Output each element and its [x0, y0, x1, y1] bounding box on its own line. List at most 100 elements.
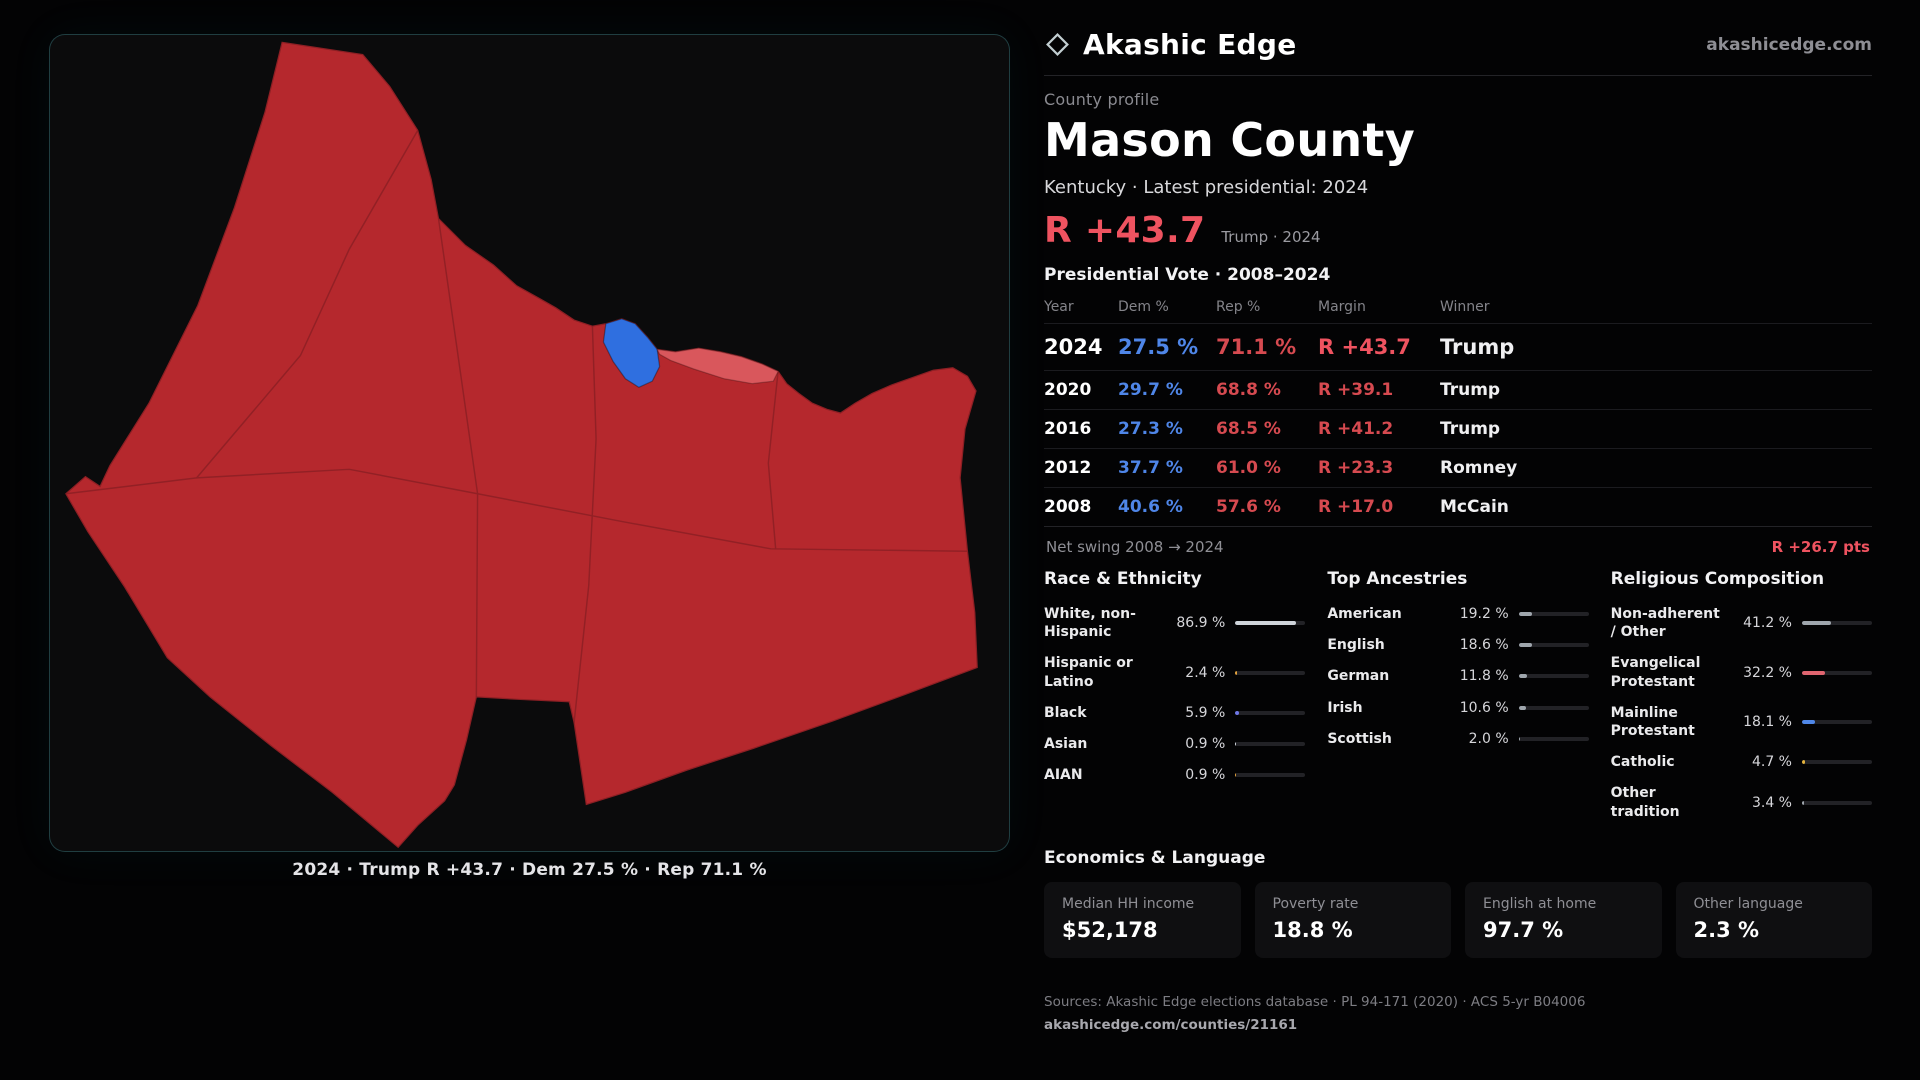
vote-cell-dem: 27.5 % — [1118, 335, 1199, 359]
vote-cell-year: 2024 — [1044, 335, 1103, 359]
demo-stat-row: American 19.2 % — [1327, 605, 1589, 623]
demo-stat-row: English 18.6 % — [1327, 636, 1589, 654]
demo-stat-label: American — [1327, 606, 1402, 622]
econ-stat-0: Median HH income $52,178 — [1044, 881, 1241, 958]
brand-domain-link[interactable]: akashicedge.com — [1706, 34, 1872, 55]
vote-table-title: Presidential Vote · 2008–2024 — [1044, 265, 1331, 285]
econ-stat-value: 2.3 % — [1693, 917, 1760, 942]
brand: Akashic Edge — [1044, 28, 1297, 61]
rep-lean-precinct[interactable] — [656, 347, 779, 385]
econ-stat-value: 18.8 % — [1272, 917, 1353, 942]
demo-col-title: Race & Ethnicity — [1044, 569, 1202, 589]
demo-stat-label: Evangelical Protestant — [1610, 655, 1701, 690]
econ-grid: Median HH income $52,178 Poverty rate 18.8 … — [1044, 881, 1872, 958]
demo-stat-bar-fill — [1802, 719, 1815, 724]
vote-cell-rep: 57.6 % — [1216, 497, 1281, 517]
demo-stat-value: 10.6 % — [1459, 699, 1509, 716]
demo-stat-bar — [1802, 621, 1872, 626]
col-rep: Rep % — [1216, 299, 1261, 315]
demo-stat-label: AIAN — [1044, 767, 1083, 784]
demo-stat-bar — [1802, 760, 1872, 765]
demo-stat-bar-fill — [1802, 800, 1805, 805]
econ-stat-label: Other language — [1693, 895, 1803, 912]
demo-stat-label: Irish — [1327, 699, 1363, 716]
demo-stat-bar-fill — [1802, 760, 1806, 765]
demo-stat-value: 41.2 % — [1743, 615, 1792, 632]
demo-stat-bar — [1518, 674, 1589, 679]
demo-stat-label: Other tradition — [1610, 785, 1680, 820]
vote-cell-dem: 29.7 % — [1118, 380, 1183, 400]
col-year: Year — [1044, 299, 1074, 315]
demo-stat-row: Catholic 4.7 % — [1611, 753, 1872, 771]
demo-stat-bar-fill — [1235, 773, 1237, 778]
demo-stat-value: 11.8 % — [1459, 668, 1509, 685]
demo-stat-value: 18.6 % — [1459, 637, 1509, 654]
econ-stat-1: Poverty rate 18.8 % — [1254, 881, 1451, 958]
demo-stat-row: Scottish 2.0 % — [1327, 730, 1589, 748]
county-map[interactable] — [50, 35, 1009, 851]
demo-stat-row: Irish 10.6 % — [1327, 699, 1589, 717]
demo-stat-value: 3.4 % — [1751, 794, 1792, 811]
demo-stat-label: Asian — [1044, 735, 1088, 752]
dem-precinct[interactable] — [602, 318, 661, 389]
col-dem: Dem % — [1118, 299, 1169, 315]
demo-stat-row: AIAN 0.9 % — [1044, 766, 1306, 784]
vote-row-2016: 2016 27.3 % 68.5 % R +41.2 Trump — [1044, 410, 1872, 449]
econ-stat-label: Median HH income — [1062, 895, 1195, 912]
latest-margin-row: R +43.7 Trump · 2024 — [1044, 210, 1872, 251]
vote-cell-winner: McCain — [1440, 497, 1509, 517]
subtitle: Kentucky · Latest presidential: 2024 — [1044, 177, 1369, 198]
footer-permalink[interactable]: akashicedge.com/counties/21161 — [1044, 1016, 1298, 1033]
demo-stat-value: 0.9 % — [1185, 767, 1226, 784]
demo-stat-bar-fill — [1518, 612, 1533, 617]
col-margin: Margin — [1318, 299, 1366, 315]
vote-cell-margin: R +17.0 — [1318, 497, 1394, 517]
demo-col-1: Top Ancestries American 19.2 % English 18.6 … — [1327, 569, 1589, 834]
demo-stat-bar — [1235, 742, 1306, 747]
demo-stat-row: Black 5.9 % — [1044, 704, 1306, 722]
demo-stat-row: White, non-Hispanic 86.9 % — [1044, 605, 1306, 641]
demo-stat-bar-fill — [1518, 643, 1532, 648]
demo-stat-bar-fill — [1518, 736, 1521, 741]
brand-diamond-icon — [1044, 31, 1071, 58]
demo-stat-bar-fill — [1518, 674, 1527, 679]
vote-cell-dem: 37.7 % — [1118, 458, 1183, 478]
demo-stat-value: 0.9 % — [1185, 736, 1226, 753]
demo-stat-bar-fill — [1518, 705, 1527, 710]
econ-stat-label: Poverty rate — [1272, 895, 1359, 912]
vote-cell-margin: R +23.3 — [1318, 458, 1394, 478]
econ-stat-3: Other language 2.3 % — [1675, 881, 1872, 958]
demo-stat-value: 4.7 % — [1751, 754, 1792, 771]
net-swing-value: R +26.7 pts — [1771, 538, 1870, 556]
demo-stat-bar — [1518, 705, 1589, 710]
vote-cell-year: 2016 — [1044, 419, 1092, 439]
vote-cell-year: 2008 — [1044, 497, 1092, 517]
page-title: Mason County — [1044, 113, 1415, 167]
brand-name: Akashic Edge — [1083, 28, 1297, 61]
demo-stat-value: 5.9 % — [1185, 704, 1226, 721]
demo-stat-bar — [1802, 719, 1872, 724]
demo-stat-label: Mainline Protestant — [1610, 704, 1695, 739]
economics-title: Economics & Language — [1044, 847, 1266, 868]
demo-stat-bar — [1235, 621, 1306, 626]
vote-cell-dem: 40.6 % — [1118, 497, 1183, 517]
demo-stat-label: Black — [1044, 704, 1087, 721]
vote-row-2020: 2020 29.7 % 68.8 % R +39.1 Trump — [1044, 371, 1872, 410]
net-swing-label: Net swing 2008 → 2024 — [1046, 538, 1224, 556]
net-swing-row: Net swing 2008 → 2024 R +26.7 pts — [1044, 527, 1872, 565]
demo-stat-label: Catholic — [1610, 754, 1675, 771]
demo-stat-bar — [1235, 670, 1306, 675]
latest-margin-caption: Trump · 2024 — [1221, 228, 1321, 246]
vote-cell-year: 2012 — [1044, 458, 1092, 478]
vote-row-2008: 2008 40.6 % 57.6 % R +17.0 McCain — [1044, 488, 1872, 527]
demo-stat-bar — [1235, 710, 1306, 715]
county-shape[interactable] — [65, 41, 978, 849]
demo-stat-row: Asian 0.9 % — [1044, 735, 1306, 753]
latest-margin-value: R +43.7 — [1044, 210, 1206, 251]
demo-stat-bar-fill — [1235, 742, 1237, 747]
vote-cell-year: 2020 — [1044, 380, 1092, 400]
demo-stat-value: 86.9 % — [1176, 615, 1226, 632]
demo-stat-bar — [1235, 773, 1306, 778]
demo-stat-value: 2.4 % — [1185, 664, 1226, 681]
